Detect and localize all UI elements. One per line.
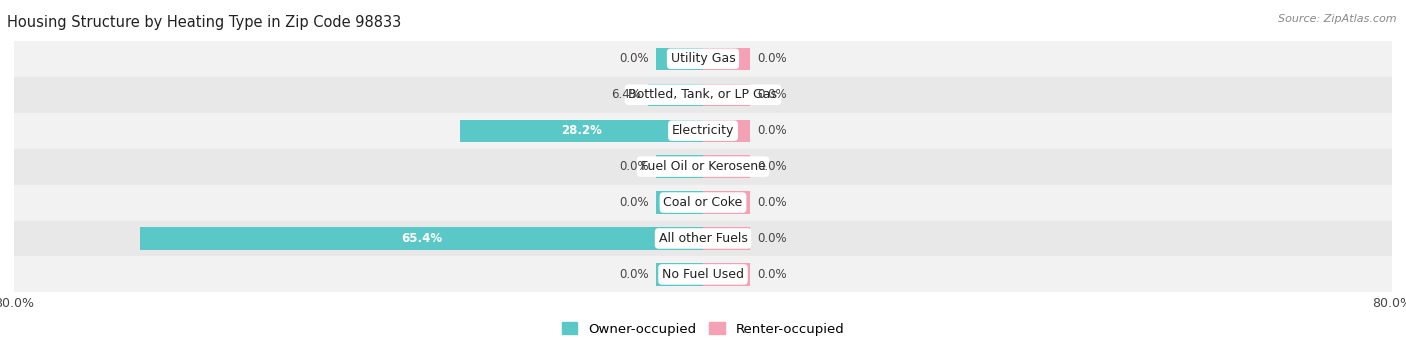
Legend: Owner-occupied, Renter-occupied: Owner-occupied, Renter-occupied (557, 317, 849, 340)
Text: Bottled, Tank, or LP Gas: Bottled, Tank, or LP Gas (628, 88, 778, 101)
Text: Coal or Coke: Coal or Coke (664, 196, 742, 209)
Bar (703, 263, 751, 286)
Bar (648, 84, 703, 106)
Bar (14, 149, 1392, 185)
Bar (655, 155, 703, 178)
Bar (703, 227, 751, 250)
Bar (703, 120, 751, 142)
Bar (703, 84, 751, 106)
Text: 0.0%: 0.0% (619, 160, 648, 173)
Text: 0.0%: 0.0% (758, 232, 787, 245)
Text: 0.0%: 0.0% (758, 196, 787, 209)
Bar (14, 41, 1392, 77)
Text: Utility Gas: Utility Gas (671, 52, 735, 65)
Bar (14, 185, 1392, 221)
Text: Housing Structure by Heating Type in Zip Code 98833: Housing Structure by Heating Type in Zip… (7, 15, 402, 30)
Bar (703, 155, 751, 178)
Text: 0.0%: 0.0% (758, 124, 787, 137)
Bar (655, 48, 703, 70)
Bar (655, 263, 703, 286)
Bar (703, 191, 751, 214)
Bar (14, 77, 1392, 113)
Text: Fuel Oil or Kerosene: Fuel Oil or Kerosene (641, 160, 765, 173)
Bar (655, 191, 703, 214)
Bar (14, 256, 1392, 292)
Text: 6.4%: 6.4% (612, 88, 641, 101)
Text: 0.0%: 0.0% (619, 268, 648, 281)
Bar (14, 113, 1392, 149)
Bar (703, 48, 751, 70)
Bar (139, 227, 703, 250)
Text: 0.0%: 0.0% (619, 196, 648, 209)
Text: 65.4%: 65.4% (401, 232, 441, 245)
Text: 0.0%: 0.0% (758, 160, 787, 173)
Text: 0.0%: 0.0% (758, 88, 787, 101)
Text: Source: ZipAtlas.com: Source: ZipAtlas.com (1278, 14, 1396, 23)
Text: No Fuel Used: No Fuel Used (662, 268, 744, 281)
Text: Electricity: Electricity (672, 124, 734, 137)
Bar (14, 221, 1392, 256)
Bar (460, 120, 703, 142)
Text: 0.0%: 0.0% (619, 52, 648, 65)
Text: 0.0%: 0.0% (758, 52, 787, 65)
Text: All other Fuels: All other Fuels (658, 232, 748, 245)
Text: 0.0%: 0.0% (758, 268, 787, 281)
Text: 28.2%: 28.2% (561, 124, 602, 137)
